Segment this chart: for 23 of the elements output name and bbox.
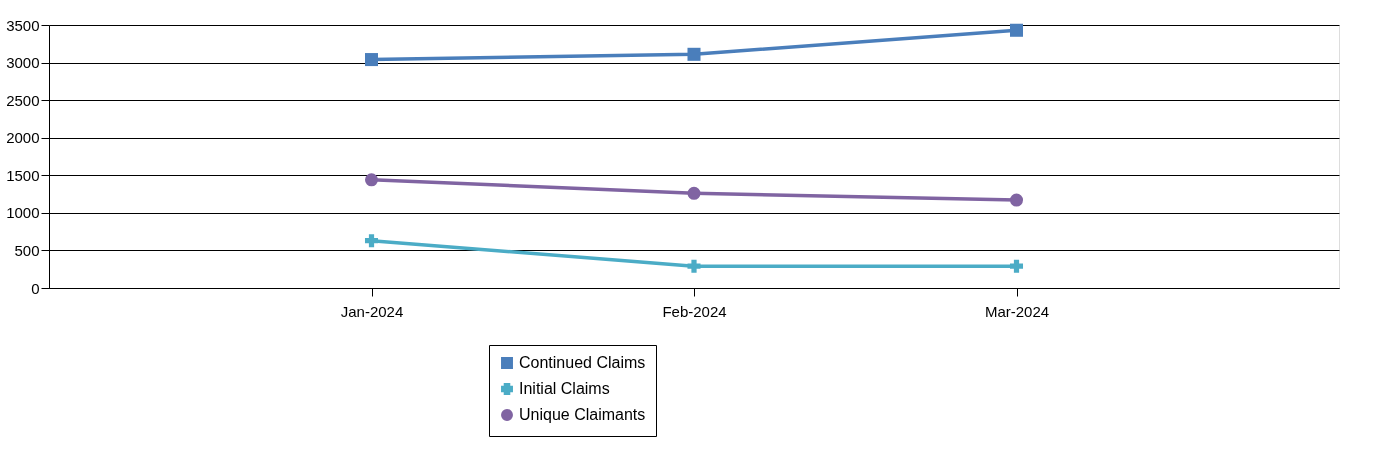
y-tick-label: 1000 xyxy=(6,204,40,222)
y-tick-label: 500 xyxy=(14,241,40,259)
y-tick-label: 3500 xyxy=(6,16,40,34)
x-tick-label: Feb-2024 xyxy=(662,302,727,320)
point xyxy=(687,47,701,61)
y-tick-label: 2000 xyxy=(6,129,40,147)
legend-label: Unique Claimants xyxy=(519,406,646,423)
x-tick-label: Mar-2024 xyxy=(984,302,1050,320)
legend-label: Continued Claims xyxy=(519,354,646,371)
point xyxy=(1009,259,1024,273)
point xyxy=(364,53,379,67)
y-tick-label: 0 xyxy=(31,279,40,297)
y-tick-label: 3000 xyxy=(6,54,40,72)
x-tick-label: Jan-2024 xyxy=(340,302,404,320)
point xyxy=(364,173,379,187)
point xyxy=(1009,23,1024,37)
point xyxy=(687,259,701,273)
y-tick-label: 1500 xyxy=(6,166,40,184)
y-tick-label: 2500 xyxy=(6,91,40,109)
point xyxy=(1009,193,1024,207)
legend-label: Initial Claims xyxy=(519,380,610,397)
point xyxy=(687,186,701,200)
point xyxy=(364,234,379,248)
